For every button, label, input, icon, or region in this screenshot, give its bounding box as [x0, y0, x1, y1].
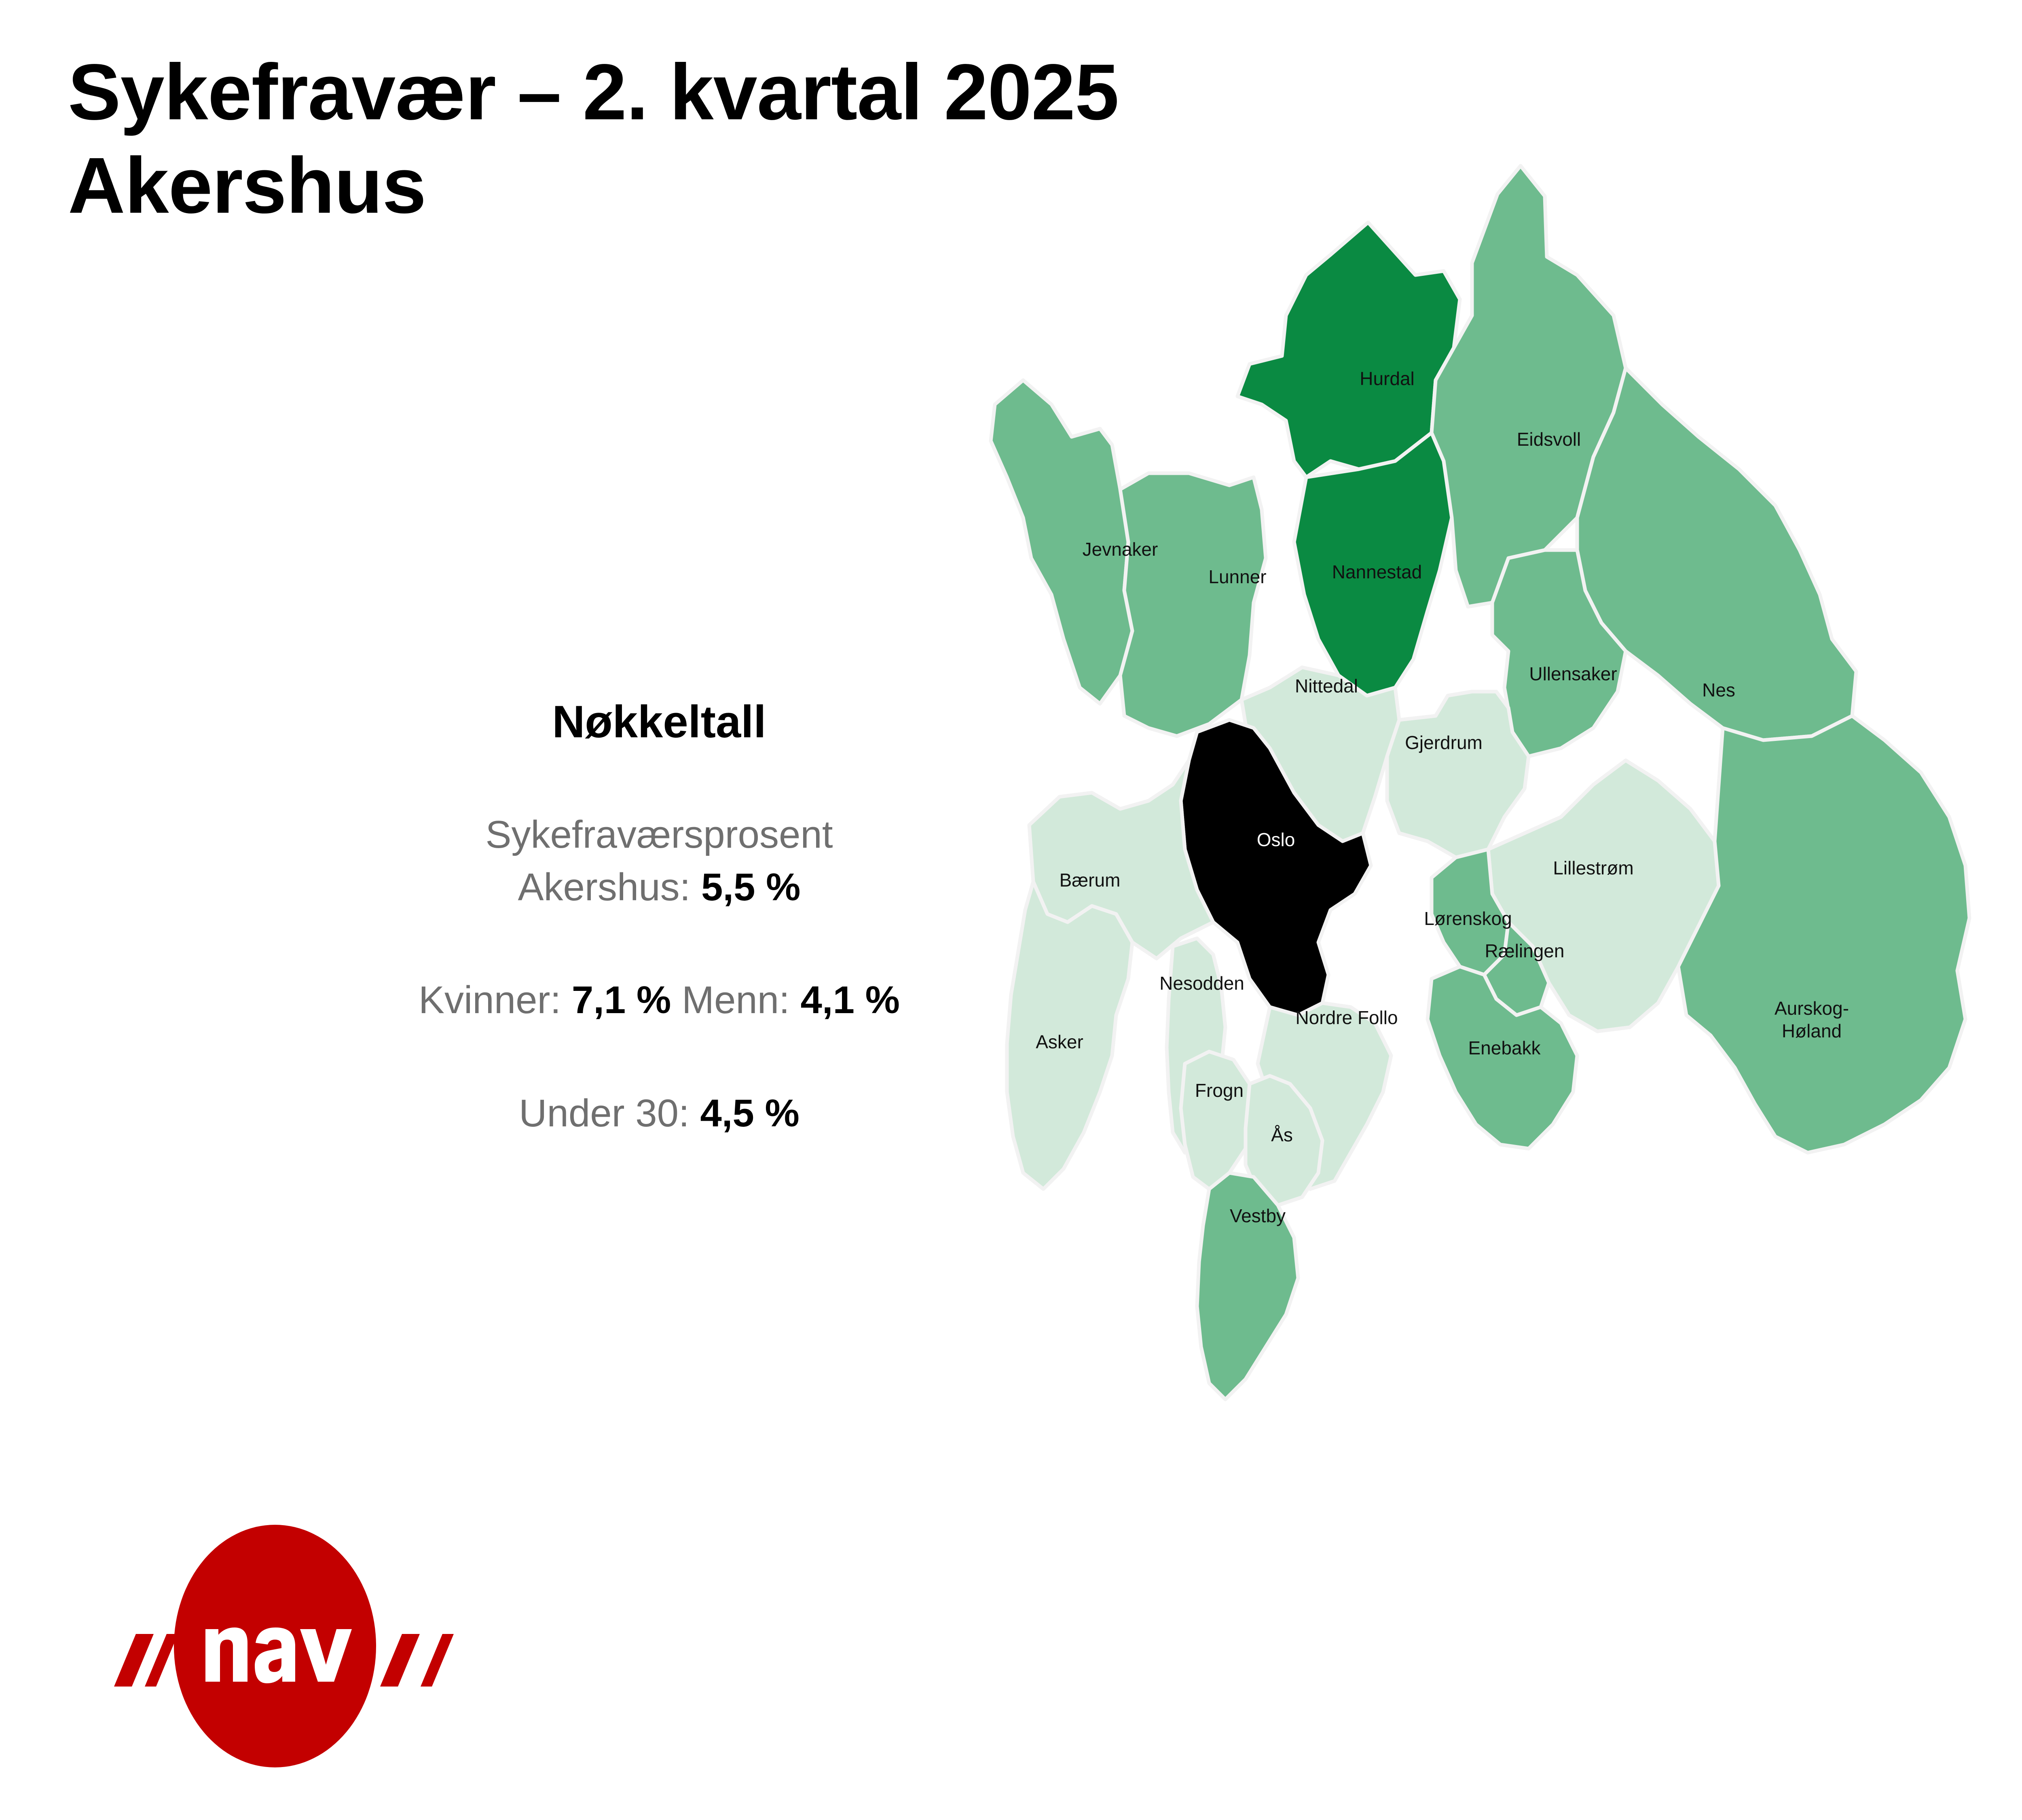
- page-title: Sykefravær – 2. kvartal 2025 Akershus: [68, 45, 1443, 233]
- akershus-choropleth-map: Hurdal Nannestad Eidsvoll Jevnaker Lunner Nes…: [930, 154, 2022, 1666]
- metric-label: Sykefraværsprosent: [485, 813, 833, 856]
- map-region-lunner[interactable]: [1118, 471, 1268, 738]
- region-rate-value: 5,5 %: [701, 865, 801, 909]
- logo-slash-left-1: [114, 1634, 154, 1687]
- region-rate-label: Akershus:: [518, 865, 702, 909]
- logo-slash-right-1: [380, 1634, 420, 1687]
- logo-slash-left-2: [145, 1634, 178, 1687]
- region-rate-row: Akershus: 5,5 %: [412, 861, 906, 914]
- women-label: Kvinner:: [419, 978, 572, 1022]
- map-region-frogn[interactable]: [1179, 1050, 1256, 1191]
- title-line-2: Akershus: [68, 141, 426, 230]
- map-region-aurskog-holand[interactable]: [1676, 714, 1971, 1155]
- men-label: Menn:: [671, 978, 801, 1022]
- key-figures-panel: Nøkkeltall Sykefraværsprosent Akershus: …: [412, 696, 906, 1139]
- map-region-ullensaker[interactable]: [1490, 548, 1628, 758]
- title-line-1: Sykefravær – 2. kvartal 2025: [68, 48, 1119, 136]
- men-value: 4,1 %: [800, 978, 900, 1022]
- map-region-asker[interactable]: [1005, 880, 1134, 1191]
- under30-value: 4,5 %: [700, 1091, 799, 1135]
- under30-label: Under 30:: [519, 1091, 700, 1135]
- map-region-enebakk[interactable]: [1426, 965, 1579, 1151]
- map-region-gjerdrum[interactable]: [1385, 690, 1531, 859]
- nav-logo: [97, 1525, 522, 1767]
- logo-slash-right-2: [421, 1634, 454, 1687]
- women-value: 7,1 %: [571, 978, 671, 1022]
- map-region-nannestad[interactable]: [1292, 431, 1454, 698]
- map-regions-group: [989, 164, 1971, 1401]
- map-region-jevnaker[interactable]: [989, 378, 1134, 706]
- map-region-vestby[interactable]: [1195, 1171, 1300, 1401]
- logo-ellipse: [174, 1525, 376, 1767]
- gender-rate-row: Kvinner: 7,1 % Menn: 4,1 %: [412, 974, 906, 1026]
- under30-row: Under 30: 4,5 %: [412, 1087, 906, 1140]
- key-figures-heading: Nøkkeltall: [552, 696, 766, 747]
- logo-wordmark: [205, 1627, 352, 1683]
- map-region-as[interactable]: [1244, 1074, 1324, 1207]
